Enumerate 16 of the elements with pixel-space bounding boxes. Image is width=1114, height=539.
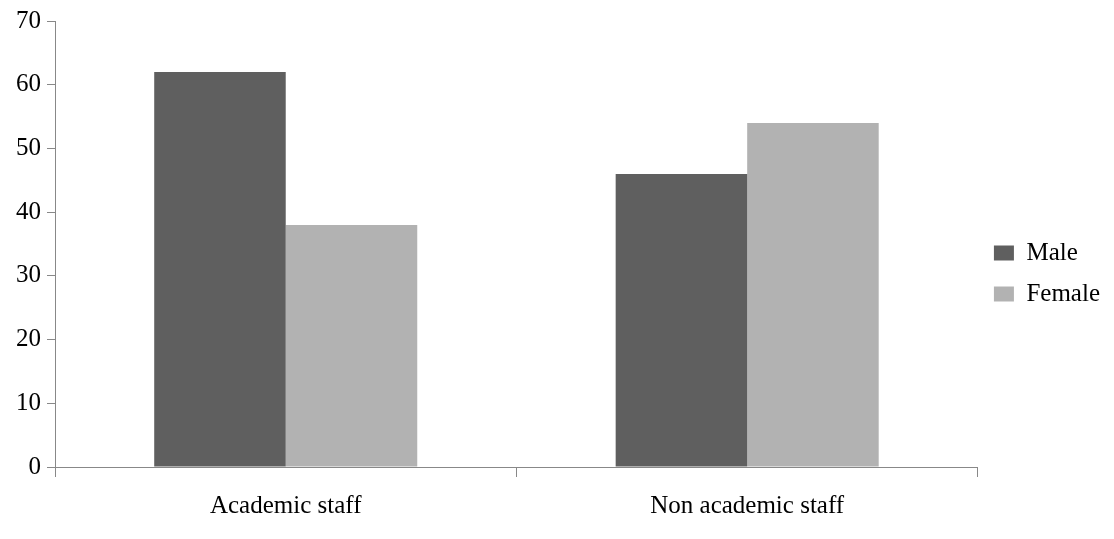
y-tick-label: 60 bbox=[16, 69, 41, 97]
x-tick-label: Academic staff bbox=[209, 490, 363, 518]
y-tick-label: 50 bbox=[16, 132, 41, 160]
y-tick-label: 70 bbox=[16, 5, 41, 33]
y-tick-label: 40 bbox=[16, 196, 41, 224]
bar bbox=[154, 71, 286, 467]
bar bbox=[285, 224, 418, 467]
y-tick-label: 20 bbox=[16, 324, 41, 352]
bar bbox=[747, 122, 879, 467]
y-tick-label: 10 bbox=[16, 387, 41, 415]
legend-label: Female bbox=[1026, 278, 1101, 306]
y-tick-label: 0 bbox=[28, 451, 41, 479]
legend-label: Male bbox=[1026, 237, 1078, 265]
y-tick-label: 30 bbox=[16, 260, 41, 288]
bar bbox=[615, 173, 748, 467]
x-tick-label: Non academic staff bbox=[650, 490, 845, 518]
